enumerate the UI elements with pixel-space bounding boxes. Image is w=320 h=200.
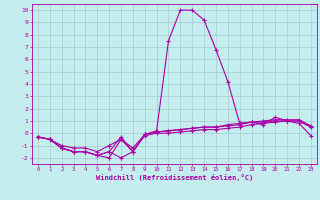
X-axis label: Windchill (Refroidissement éolien,°C): Windchill (Refroidissement éolien,°C) [96,174,253,181]
